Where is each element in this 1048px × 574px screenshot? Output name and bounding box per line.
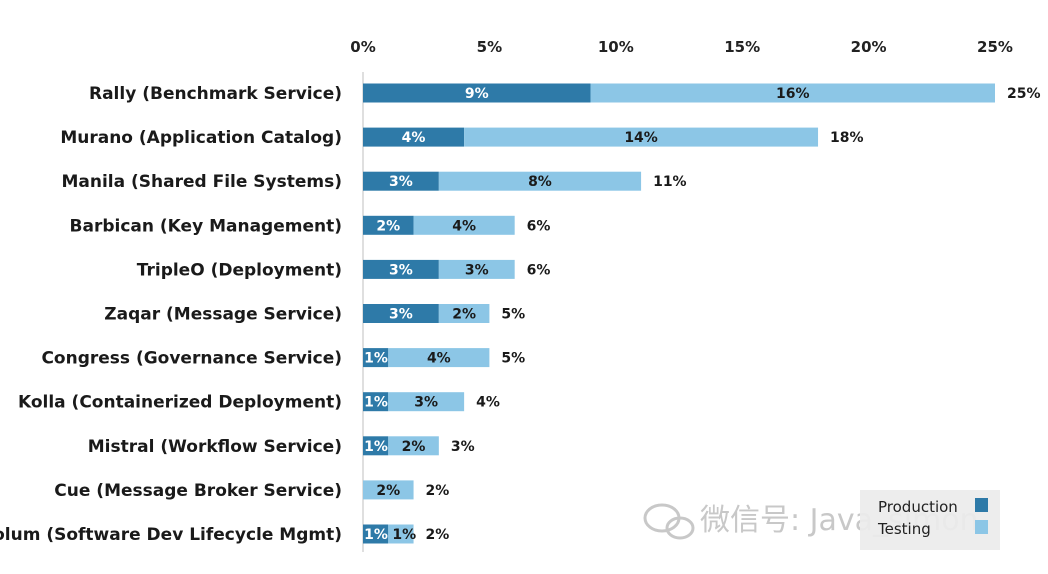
x-tick-label: 25% <box>977 38 1013 56</box>
bar-total-label: 25% <box>1007 86 1041 102</box>
bar-production <box>363 348 389 368</box>
bars: 9% 16% 25% 4% 14% 18% 3% 8% 11% 2% 4% 6% 3% 3% 6% 3% 2% 5… <box>363 83 1041 544</box>
bar-production-label: 3% <box>389 307 413 323</box>
bar-production-label: 1% <box>364 439 388 455</box>
bar-testing <box>388 436 439 456</box>
bar-testing-label: 8% <box>528 174 552 190</box>
category-label: Congress (Governance Service) <box>41 349 342 369</box>
bar-total-label: 18% <box>830 130 864 146</box>
wechat-logo <box>643 503 695 540</box>
x-tick-label: 20% <box>851 38 887 56</box>
legend-swatch <box>975 498 988 512</box>
bar-testing-label: 3% <box>414 395 438 411</box>
bar-testing-label: 4% <box>427 351 451 367</box>
bar-testing <box>438 304 490 323</box>
bar-total-label: 6% <box>527 262 551 278</box>
bar-testing <box>388 348 490 368</box>
bar-production <box>363 259 439 279</box>
category-label: Mistral (Workflow Service) <box>88 437 342 457</box>
bar-testing-label: 1% <box>392 527 416 543</box>
category-label: Cue (Message Broker Service) <box>54 481 342 501</box>
category-label: Barbican (Key Management) <box>70 216 342 236</box>
bar-production-label: 3% <box>389 262 413 278</box>
bar-testing-label: 4% <box>452 218 476 234</box>
bar-testing <box>464 127 819 147</box>
bar-production <box>363 524 389 544</box>
bar-total-label: 2% <box>426 527 450 543</box>
bar-testing <box>388 392 465 412</box>
category-label: Manila (Shared File Systems) <box>61 172 342 192</box>
bar-total-label: 11% <box>653 174 687 190</box>
x-axis-ticks: 0% 5% 10% 15% 20% 25% <box>350 38 1013 56</box>
bar-production-label: 9% <box>465 86 489 102</box>
category-label: Kolla (Containerized Deployment) <box>18 393 342 413</box>
category-label: Zaqar (Message Service) <box>104 305 342 325</box>
category-label: Murano (Application Catalog) <box>60 128 342 148</box>
legend-label: Testing <box>877 520 931 538</box>
bar-total-label: 2% <box>426 483 450 499</box>
bar-production <box>363 215 414 235</box>
bar-testing-label: 2% <box>452 307 476 323</box>
bar-production <box>363 83 591 103</box>
bar-testing-label: 16% <box>776 86 810 102</box>
bar-production <box>363 304 439 323</box>
legend-swatch <box>975 520 988 534</box>
bar-testing <box>363 480 414 500</box>
category-label: Rally (Benchmark Service) <box>89 84 342 104</box>
x-tick-label: 10% <box>598 38 634 56</box>
bar-testing-label: 14% <box>624 130 658 146</box>
bar-production <box>363 127 465 147</box>
bar-testing <box>438 171 642 191</box>
bar-testing <box>590 83 995 103</box>
bar-testing-label: 3% <box>465 262 489 278</box>
legend-label: Production <box>878 498 958 516</box>
bar-production <box>363 392 389 412</box>
bar-production-label: 2% <box>376 218 400 234</box>
x-tick-label: 5% <box>477 38 502 56</box>
bar-production-label: 1% <box>364 351 388 367</box>
bar-total-label: 6% <box>527 218 551 234</box>
bar-total-label: 5% <box>501 351 525 367</box>
bar-production-label: 1% <box>364 395 388 411</box>
bar-total-label: 3% <box>451 439 475 455</box>
category-labels: Rally (Benchmark Service) Murano (Applica… <box>0 84 342 545</box>
bar-total-label: 4% <box>476 395 500 411</box>
x-tick-label: 0% <box>350 38 375 56</box>
bar-testing <box>388 524 414 544</box>
bar-total-label: 5% <box>501 307 525 323</box>
bar-testing-label: 2% <box>402 439 426 455</box>
bar-production-label: 1% <box>364 527 388 543</box>
x-tick-label: 15% <box>724 38 760 56</box>
bar-production <box>363 171 439 191</box>
bar-testing <box>438 259 515 279</box>
bar-testing <box>413 215 515 235</box>
category-label: Solum (Software Dev Lifecycle Mgmt) <box>0 525 342 545</box>
bar-production <box>363 436 389 456</box>
bar-testing-label: 2% <box>376 483 400 499</box>
bar-production-label: 4% <box>402 130 426 146</box>
category-label: TripleO (Deployment) <box>137 260 342 280</box>
legend: Production Testing <box>860 490 1000 550</box>
bar-production-label: 3% <box>389 174 413 190</box>
